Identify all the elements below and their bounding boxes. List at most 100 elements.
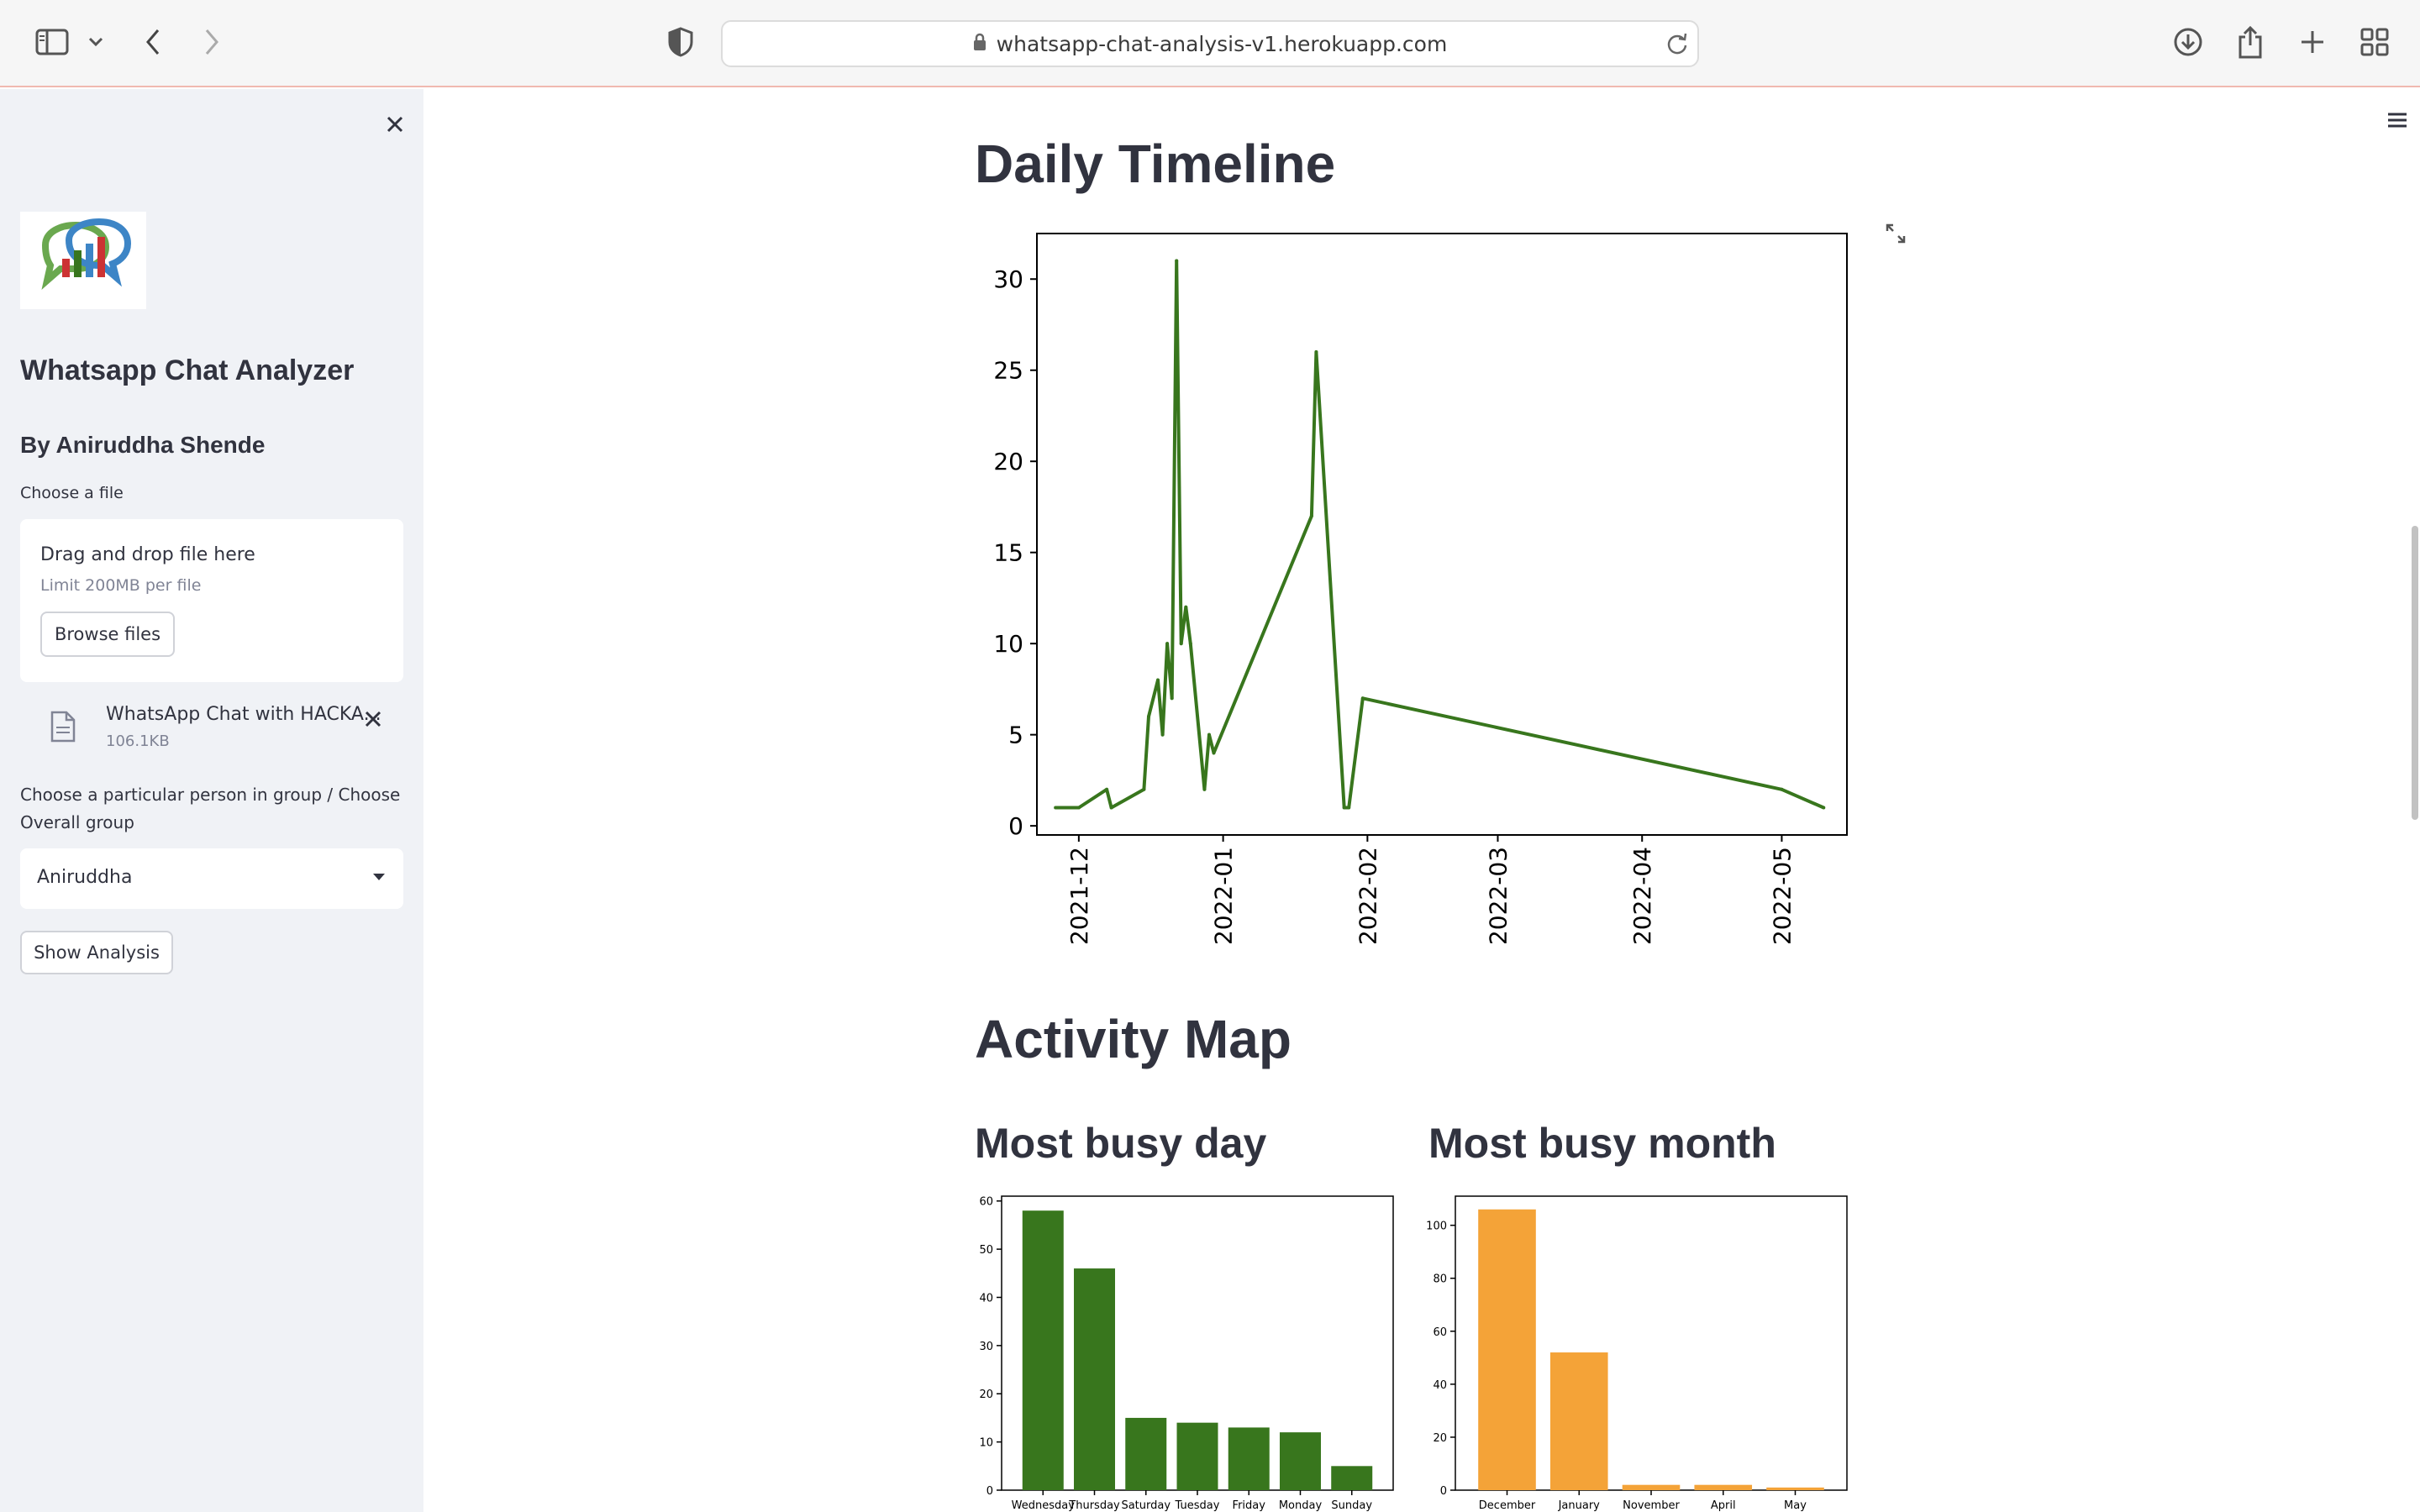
file-dropzone[interactable]: Drag and drop file here Limit 200MB per … bbox=[20, 519, 403, 682]
data-point bbox=[1142, 787, 1146, 791]
bar bbox=[1694, 1484, 1753, 1490]
bar bbox=[1074, 1268, 1116, 1490]
y-tick-label: 40 bbox=[1433, 1379, 1447, 1392]
x-tick-label: 2022-04 bbox=[1628, 847, 1656, 945]
new-tab-icon[interactable] bbox=[2291, 20, 2334, 64]
data-point bbox=[1109, 806, 1113, 810]
x-tick-label: Tuesday bbox=[1175, 1499, 1220, 1512]
remove-file-icon[interactable] bbox=[358, 704, 388, 734]
data-point bbox=[1054, 806, 1058, 810]
x-tick-label: 2021-12 bbox=[1065, 847, 1093, 945]
file-name: WhatsApp Chat with HACKA... bbox=[106, 704, 381, 725]
data-point bbox=[1105, 787, 1109, 791]
data-point bbox=[1170, 696, 1174, 701]
data-point bbox=[1165, 642, 1170, 646]
y-tick-label: 0 bbox=[1440, 1485, 1447, 1498]
busy-day-heading: Most busy day bbox=[975, 1120, 1267, 1167]
reload-icon[interactable] bbox=[1665, 32, 1689, 60]
busy-month-heading: Most busy month bbox=[1428, 1120, 1776, 1167]
x-tick-label: 2022-05 bbox=[1768, 847, 1796, 945]
data-point bbox=[1212, 751, 1216, 755]
y-tick-label: 0 bbox=[986, 1485, 993, 1498]
app-logo bbox=[20, 212, 146, 309]
busy-month-chart: 0 20 40 60 80 100 December January November April… bbox=[1426, 1195, 1848, 1512]
download-icon[interactable] bbox=[2166, 20, 2210, 64]
data-point bbox=[1360, 696, 1365, 701]
chevron-down-icon[interactable] bbox=[76, 20, 116, 64]
x-tick-label: Thursday bbox=[1068, 1499, 1120, 1512]
y-tick-label: 60 bbox=[1433, 1326, 1447, 1339]
person-select-value: Aniruddha bbox=[37, 867, 133, 888]
data-point bbox=[1342, 806, 1346, 810]
x-tick-label: 2022-02 bbox=[1354, 847, 1381, 945]
back-icon[interactable] bbox=[131, 20, 175, 64]
file-uploader-label: Choose a file bbox=[20, 484, 124, 502]
author-label: By Aniruddha Shende bbox=[20, 432, 266, 458]
menu-icon[interactable] bbox=[2381, 108, 2410, 133]
x-tick-label: May bbox=[1784, 1499, 1807, 1512]
y-tick-label: 20 bbox=[979, 1389, 993, 1401]
person-select-label: Choose a particular person in group / Ch… bbox=[20, 785, 401, 832]
forward-icon[interactable] bbox=[190, 20, 234, 64]
data-point bbox=[1156, 678, 1160, 682]
y-tick-label: 25 bbox=[993, 357, 1023, 385]
x-tick-label: January bbox=[1558, 1499, 1601, 1512]
y-tick-label: 30 bbox=[979, 1341, 993, 1353]
x-tick-label: November bbox=[1623, 1499, 1680, 1512]
close-icon[interactable] bbox=[378, 108, 412, 141]
y-tick-label: 100 bbox=[1426, 1221, 1447, 1233]
data-point bbox=[1188, 642, 1192, 646]
data-point bbox=[1146, 714, 1150, 718]
bar bbox=[1766, 1487, 1824, 1490]
x-tick-label: December bbox=[1479, 1499, 1536, 1512]
uploaded-file: WhatsApp Chat with HACKA... 106.1KB bbox=[20, 694, 403, 761]
bar bbox=[1176, 1422, 1218, 1490]
plot-frame bbox=[1036, 233, 1848, 836]
data-point bbox=[1314, 350, 1318, 354]
data-point bbox=[1175, 259, 1179, 263]
x-tick-label: Sunday bbox=[1331, 1499, 1372, 1512]
data-point bbox=[1202, 787, 1207, 791]
bar bbox=[1022, 1210, 1064, 1490]
bar bbox=[1478, 1209, 1536, 1490]
fullscreen-icon[interactable] bbox=[1886, 223, 1906, 247]
x-tick-label: Friday bbox=[1233, 1499, 1266, 1512]
y-tick-label: 20 bbox=[993, 448, 1023, 475]
data-point bbox=[1780, 787, 1784, 791]
main-content: Daily Timeline Activity Map Most busy da… bbox=[424, 89, 2420, 1512]
y-tick-label: 15 bbox=[993, 539, 1023, 567]
sidebar: Whatsapp Chat Analyzer By Aniruddha Shen… bbox=[0, 89, 424, 1512]
app-title: Whatsapp Chat Analyzer bbox=[20, 354, 355, 386]
file-size: 106.1KB bbox=[106, 732, 170, 750]
data-point bbox=[1822, 806, 1826, 810]
y-tick-label: 20 bbox=[1433, 1432, 1447, 1445]
data-point bbox=[1179, 642, 1183, 646]
share-icon[interactable] bbox=[2228, 20, 2272, 64]
x-tick-label: Saturday bbox=[1121, 1499, 1171, 1512]
y-tick-label: 10 bbox=[993, 630, 1023, 658]
sidebar-toggle-icon[interactable] bbox=[30, 20, 74, 64]
lock-icon bbox=[973, 32, 986, 56]
scrollbar[interactable] bbox=[2412, 526, 2418, 820]
y-tick-label: 30 bbox=[993, 265, 1023, 293]
address-bar[interactable]: whatsapp-chat-analysis-v1.herokuapp.com bbox=[721, 20, 1699, 67]
data-point bbox=[1160, 732, 1165, 737]
data-point bbox=[1309, 514, 1313, 518]
x-tick-label: Monday bbox=[1279, 1499, 1323, 1512]
show-analysis-button[interactable]: Show Analysis bbox=[20, 931, 173, 974]
dropzone-limit: Limit 200MB per file bbox=[40, 576, 202, 595]
data-point bbox=[1184, 605, 1188, 609]
privacy-shield-icon[interactable] bbox=[659, 20, 702, 64]
person-select[interactable]: Aniruddha bbox=[20, 848, 403, 909]
file-icon bbox=[50, 711, 76, 746]
y-tick-label: 80 bbox=[1433, 1273, 1447, 1286]
browse-files-button[interactable]: Browse files bbox=[40, 612, 175, 657]
daily-timeline-chart: 0 5 10 15 20 25 30 2021-12 2022-01 2022-02 2022-03… bbox=[993, 233, 1848, 945]
bar bbox=[1279, 1432, 1321, 1490]
y-tick-label: 40 bbox=[979, 1292, 993, 1305]
url-text: whatsapp-chat-analysis-v1.herokuapp.com bbox=[996, 31, 1448, 56]
y-tick-label: 0 bbox=[1008, 812, 1023, 840]
tab-overview-icon[interactable] bbox=[2353, 20, 2396, 64]
bar bbox=[1228, 1427, 1270, 1490]
